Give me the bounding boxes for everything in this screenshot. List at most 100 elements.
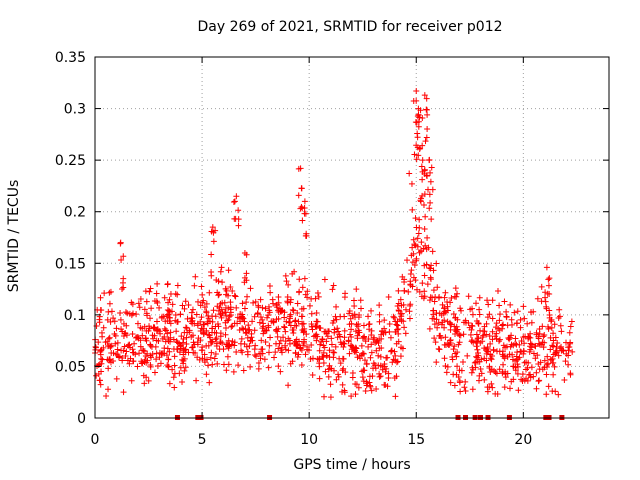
data-point xyxy=(372,365,379,372)
data-point xyxy=(496,336,503,343)
data-point xyxy=(546,312,553,319)
data-point xyxy=(114,339,121,346)
data-point xyxy=(251,313,258,320)
data-point xyxy=(433,316,440,323)
y-tick-label: 0.25 xyxy=(55,153,86,169)
data-point xyxy=(512,335,519,342)
data-point xyxy=(161,345,168,352)
data-point xyxy=(476,294,483,301)
data-point xyxy=(114,346,121,353)
data-point xyxy=(301,340,308,347)
data-point xyxy=(93,372,100,379)
data-point xyxy=(208,251,215,258)
data-point xyxy=(233,304,240,311)
data-point xyxy=(123,322,130,329)
data-point xyxy=(419,176,426,183)
data-point xyxy=(185,349,192,356)
data-point xyxy=(145,327,152,334)
data-point xyxy=(441,341,448,348)
data-point xyxy=(406,308,413,315)
data-point xyxy=(386,328,393,335)
data-point xyxy=(535,335,542,342)
data-point xyxy=(401,324,408,331)
data-point xyxy=(508,332,515,339)
data-point xyxy=(235,207,242,214)
data-point xyxy=(473,300,480,307)
data-point xyxy=(201,351,208,358)
data-point xyxy=(110,315,117,322)
data-point xyxy=(126,310,133,317)
data-point xyxy=(259,346,266,353)
data-point xyxy=(239,314,246,321)
data-point xyxy=(524,320,531,327)
data-point xyxy=(203,300,210,307)
data-point xyxy=(302,291,309,298)
data-point xyxy=(433,310,440,317)
data-point xyxy=(301,198,308,205)
data-point xyxy=(314,355,321,362)
data-point xyxy=(545,383,552,390)
data-point xyxy=(448,295,455,302)
data-point xyxy=(547,346,554,353)
data-point xyxy=(282,338,289,345)
data-point xyxy=(309,372,316,379)
data-point xyxy=(418,248,425,255)
data-point xyxy=(93,323,100,330)
data-point xyxy=(194,322,201,329)
data-point xyxy=(257,296,264,303)
data-point xyxy=(260,320,267,327)
data-point xyxy=(420,295,427,302)
data-point xyxy=(414,113,421,120)
data-point xyxy=(327,381,334,388)
data-point xyxy=(136,304,143,311)
data-point xyxy=(124,310,131,317)
data-point xyxy=(330,349,337,356)
data-point xyxy=(255,359,262,366)
data-point xyxy=(241,249,248,256)
data-point xyxy=(246,343,253,350)
data-point xyxy=(253,353,260,360)
data-point xyxy=(512,367,519,374)
data-point xyxy=(376,311,383,318)
data-point xyxy=(429,294,436,301)
data-point xyxy=(499,368,506,375)
data-point xyxy=(363,382,370,389)
data-point xyxy=(313,323,320,330)
data-point xyxy=(345,337,352,344)
data-point xyxy=(541,357,548,364)
data-point xyxy=(411,151,418,158)
data-point xyxy=(565,347,572,354)
data-point xyxy=(431,321,438,328)
data-point xyxy=(519,371,526,378)
data-point xyxy=(503,343,510,350)
data-point xyxy=(371,334,378,341)
y-tick-label: 0 xyxy=(77,411,86,427)
data-point xyxy=(299,321,306,328)
data-point xyxy=(252,298,259,305)
data-point xyxy=(254,309,261,316)
data-point xyxy=(275,363,282,370)
data-point xyxy=(550,351,557,358)
data-point xyxy=(517,316,524,323)
data-point xyxy=(225,267,232,274)
data-point xyxy=(382,368,389,375)
data-point xyxy=(360,378,367,385)
data-point xyxy=(146,288,153,295)
data-point xyxy=(424,125,431,132)
data-point xyxy=(230,199,237,206)
data-point xyxy=(419,280,426,287)
data-point xyxy=(240,326,247,333)
data-point xyxy=(512,340,519,347)
data-point xyxy=(365,336,372,343)
data-point xyxy=(240,315,247,322)
data-point xyxy=(299,217,306,224)
data-point xyxy=(405,288,412,295)
data-point xyxy=(450,310,457,317)
data-point xyxy=(265,364,272,371)
data-point xyxy=(373,338,380,345)
data-point xyxy=(233,348,240,355)
data-point xyxy=(472,358,479,365)
data-point xyxy=(496,366,503,373)
data-point xyxy=(219,340,226,347)
data-point xyxy=(401,287,408,294)
